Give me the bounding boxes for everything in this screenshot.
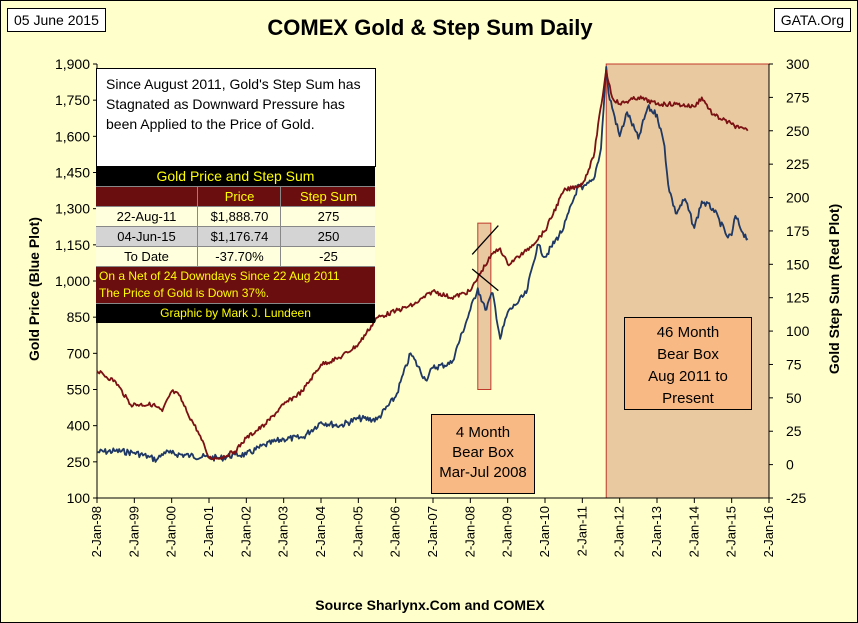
x-tick-label: 2-Jan-13	[649, 506, 664, 557]
y-tick-label-right: 275	[786, 89, 810, 105]
table-cell: -37.70%	[197, 247, 281, 266]
y-tick-label-right: 100	[786, 323, 810, 339]
table-note: On a Net of 24 Downdays Since 22 Aug 201…	[96, 267, 375, 304]
site-label: GATA.Org	[773, 8, 851, 32]
x-tick-label: 2-Jan-02	[238, 506, 253, 557]
table-title: Gold Price and Step Sum	[96, 167, 375, 187]
table-header-row: Price Step Sum	[96, 187, 375, 207]
y-tick-label-right: 300	[786, 56, 810, 72]
x-tick-label: 2-Jan-01	[201, 506, 216, 557]
note-box: Since August 2011, Gold's Step Sum has S…	[96, 68, 376, 167]
table-row: 04-Jun-15 $1,176.74 250	[96, 227, 375, 247]
axes: 1002504005507008501,0001,1501,3001,4501,…	[55, 56, 810, 557]
y-tick-label-right: 50	[786, 390, 802, 406]
x-tick-label: 2-Jan-14	[686, 506, 701, 557]
x-tick-label: 2-Jan-10	[537, 506, 552, 557]
x-tick-label: 2-Jan-12	[612, 506, 627, 557]
table-cell: 275	[280, 207, 376, 226]
x-tick-label: 2-Jan-08	[462, 506, 477, 557]
y-tick-label-left: 1,150	[55, 237, 90, 253]
y-tick-label-right: 225	[786, 156, 810, 172]
y-tick-label-left: 1,600	[55, 128, 90, 144]
y-tick-label-right: 150	[786, 256, 810, 272]
y-tick-label-right: 200	[786, 190, 810, 206]
annotation-line: 46 Month	[656, 324, 720, 341]
x-tick-label: 2-Jan-98	[89, 506, 104, 557]
y-tick-label-right: 125	[786, 290, 810, 306]
x-tick-label: 2-Jan-06	[388, 506, 403, 557]
x-tick-label: 2-Jan-05	[350, 506, 365, 557]
summary-table: Gold Price and Step Sum Price Step Sum 2…	[96, 167, 375, 323]
annotation-line: 4 Month	[455, 424, 511, 441]
table-cell: To Date	[124, 249, 169, 264]
annotation-46-month-bear-box: 46 Month Bear Box Aug 2011 to Present	[624, 317, 752, 410]
y-tick-label-left: 1,750	[55, 92, 90, 108]
trend-line-up	[471, 225, 499, 255]
x-tick-label: 2-Jan-07	[425, 506, 440, 557]
x-tick-label: 2-Jan-99	[126, 506, 141, 557]
table-row: To Date -37.70% -25	[96, 247, 375, 267]
source-label: Source Sharlynx.Com and COMEX	[315, 597, 545, 613]
table-header-cell: Step Sum	[280, 187, 376, 206]
y-tick-label-left: 850	[67, 309, 91, 325]
table-note-line: On a Net of 24 Downdays Since 22 Aug 201…	[99, 269, 340, 283]
y-tick-label-right: 25	[786, 423, 802, 439]
table-header-cell: Price	[197, 187, 281, 206]
y-tick-label-right: 0	[786, 457, 794, 473]
gold-price-line	[96, 66, 749, 463]
y-tick-label-left: 700	[67, 345, 91, 361]
trend-line-down	[471, 268, 499, 292]
x-tick-label: 2-Jan-15	[724, 506, 739, 557]
table-credit: Graphic by Mark J. Lundeen	[96, 304, 375, 323]
x-tick-label: 2-Jan-16	[761, 506, 776, 557]
date-label: 05 June 2015	[7, 8, 106, 32]
table-note-line: The Price of Gold is Down 37%.	[99, 286, 270, 300]
y-tick-label-left: 250	[67, 454, 91, 470]
y-tick-label-right: 175	[786, 223, 810, 239]
annotation-line: Present	[662, 390, 714, 407]
x-tick-label: 2-Jan-03	[276, 506, 291, 557]
table-cell: $1,176.74	[197, 227, 281, 246]
y-tick-label-left: 1,300	[55, 201, 90, 217]
table-cell: -25	[280, 247, 376, 266]
chart-title: COMEX Gold & Step Sum Daily	[267, 15, 593, 40]
table-cell: 250	[280, 227, 376, 246]
x-tick-label: 2-Jan-00	[164, 506, 179, 557]
trend-lines	[471, 225, 499, 292]
table-cell: 04-Jun-15	[117, 229, 176, 244]
annotation-line: Aug 2011 to	[648, 368, 728, 385]
y-tick-label-left: 400	[67, 418, 91, 434]
x-tick-label: 2-Jan-04	[313, 506, 328, 557]
y-tick-label-left: 1,450	[55, 165, 90, 181]
y-tick-label-left: 1,900	[55, 56, 90, 72]
y-tick-label-left: 550	[67, 382, 91, 398]
y-axis-right-title: Gold Step Sum (Red Plot)	[826, 203, 842, 375]
step-sum-line	[96, 69, 749, 461]
y-axis-left-title: Gold Price (Blue Plot)	[26, 217, 42, 361]
series-group	[96, 66, 749, 463]
bear-box-46-month	[605, 63, 770, 499]
annotation-4-month-bear-box: 4 Month Bear Box Mar-Jul 2008	[431, 414, 535, 494]
table-row: 22-Aug-11 $1,888.70 275	[96, 207, 375, 227]
y-tick-label-left: 1,000	[55, 273, 90, 289]
x-tick-label: 2-Jan-09	[500, 506, 515, 557]
annotation-line: Bear Box	[657, 346, 719, 363]
bear-boxes	[477, 63, 770, 499]
y-tick-label-right: -25	[786, 490, 806, 506]
table-cell: 22-Aug-11	[116, 209, 177, 224]
annotation-line: Mar-Jul 2008	[439, 464, 527, 481]
y-tick-label-right: 250	[786, 123, 810, 139]
x-tick-label: 2-Jan-11	[574, 506, 589, 556]
y-tick-label-right: 75	[786, 356, 802, 372]
table-cell: $1,888.70	[197, 207, 281, 226]
y-tick-label-left: 100	[67, 490, 91, 506]
annotation-line: Bear Box	[452, 444, 514, 461]
